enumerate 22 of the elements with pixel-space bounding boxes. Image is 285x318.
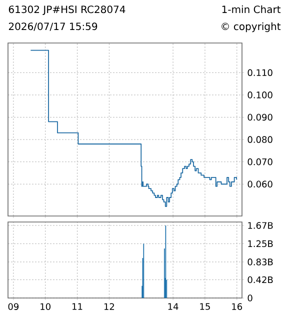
text: 1-min Chart bbox=[222, 5, 281, 14]
y-tick-label: 0 bbox=[248, 294, 252, 302]
x-tick-label: 15 bbox=[200, 303, 210, 310]
text: © copyright bbox=[222, 22, 281, 32]
y-tick-label: 0.110 bbox=[248, 69, 272, 76]
y-tick-label: 1.25B bbox=[248, 240, 273, 248]
y-tick-label: 0.83B bbox=[248, 258, 273, 266]
chart-subtitle: 2026/07/17 15:59 bbox=[8, 22, 98, 31]
x-tick-label: 16 bbox=[232, 303, 242, 310]
x-tick-label: 10 bbox=[40, 303, 50, 310]
y-tick-label: 0.060 bbox=[248, 180, 272, 188]
y-tick-label: 0.100 bbox=[248, 92, 272, 98]
chart-title: 61302 JP#HSI RC28074 bbox=[8, 6, 126, 16]
y-tick-label: 0.090 bbox=[248, 114, 272, 121]
x-tick-label: 14 bbox=[168, 303, 178, 310]
y-tick-label: 0.080 bbox=[248, 136, 272, 143]
y-tick-label: 0.42B bbox=[248, 276, 273, 284]
y-tick-label: 0.070 bbox=[248, 158, 272, 166]
y-tick-label: 1.67B bbox=[248, 222, 273, 229]
x-tick-label: 09 bbox=[8, 303, 19, 310]
x-tick-label: 12 bbox=[104, 303, 114, 310]
x-tick-label: 11 bbox=[72, 303, 82, 310]
